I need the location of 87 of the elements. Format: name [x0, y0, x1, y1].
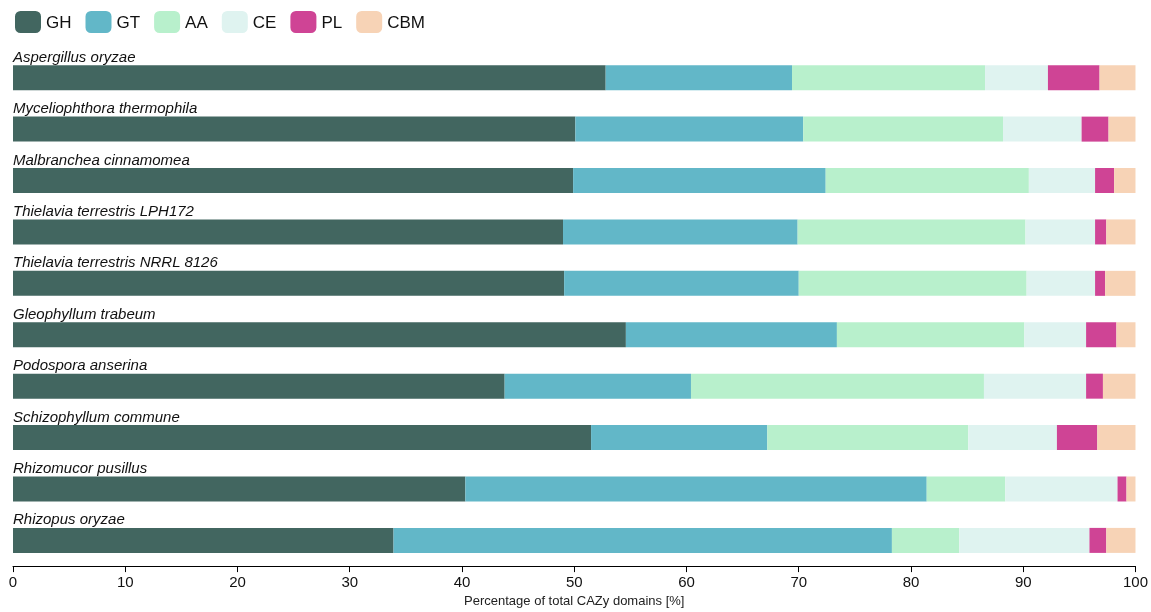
- bar: [1081, 116, 1109, 142]
- bar: [13, 476, 466, 502]
- y-tick-label: Rhizomucor pusillus: [13, 458, 148, 476]
- bar: [836, 322, 1025, 348]
- bar: [504, 373, 691, 399]
- bar: [563, 219, 798, 245]
- bar: [575, 116, 804, 142]
- bar: [1056, 425, 1098, 451]
- y-tick-label: Myceliophthora thermophila: [13, 99, 198, 117]
- bar: [1086, 373, 1103, 399]
- bar: [13, 527, 394, 553]
- bar: [983, 373, 1087, 399]
- legend-label: PL: [321, 12, 343, 32]
- bar: [13, 425, 592, 451]
- bar: [968, 425, 1057, 451]
- bar: [798, 270, 1027, 296]
- bar: [803, 116, 1004, 142]
- bar: [1106, 219, 1136, 245]
- bar: [1005, 476, 1118, 502]
- x-tick-label: 20: [229, 573, 246, 591]
- x-axis-title: Percentage of total CAZy domains [%]: [464, 593, 685, 608]
- bar: [1025, 219, 1096, 245]
- bar: [767, 425, 969, 451]
- bar: [1047, 65, 1100, 91]
- bar: [591, 425, 768, 451]
- bar: [1086, 322, 1117, 348]
- x-tick-label: 90: [1014, 573, 1032, 591]
- bar: [1095, 270, 1106, 296]
- bar: [792, 65, 986, 91]
- bar: [1089, 527, 1107, 553]
- bar: [1105, 270, 1136, 296]
- bar: [985, 65, 1048, 91]
- y-tick-label: Thielavia terrestris NRRL 8126: [13, 253, 219, 271]
- bar: [393, 527, 892, 553]
- legend-label: GT: [116, 12, 141, 32]
- bar: [465, 476, 927, 502]
- bar: [13, 168, 574, 194]
- y-tick-label: Podospora anserina: [13, 356, 148, 374]
- bar: [564, 270, 799, 296]
- bar: [13, 322, 626, 348]
- bar: [926, 476, 1006, 502]
- bar: [1106, 527, 1136, 553]
- bar: [605, 65, 793, 91]
- x-tick-label: 80: [902, 573, 920, 591]
- legend-label: CE: [252, 12, 277, 32]
- bar: [1116, 322, 1136, 348]
- bar: [13, 65, 606, 91]
- bar: [1026, 270, 1096, 296]
- bar: [1114, 168, 1136, 194]
- bar: [1102, 373, 1136, 399]
- x-tick-label: 40: [453, 573, 471, 591]
- bar: [1108, 116, 1136, 142]
- bar: [1024, 322, 1087, 348]
- bar: [891, 527, 960, 553]
- bar: [1095, 168, 1115, 194]
- bar: [1003, 116, 1082, 142]
- x-tick-label: 60: [678, 573, 695, 591]
- y-tick-label: Gleophyllum trabeum: [13, 304, 156, 322]
- bar: [1028, 168, 1096, 194]
- y-tick-label: Malbranchea cinnamomea: [13, 150, 190, 168]
- bar: [13, 219, 564, 245]
- x-tick-label: 10: [116, 573, 134, 591]
- x-tick-label: 50: [565, 573, 583, 591]
- bar: [625, 322, 837, 348]
- y-tick-label: Schizophyllum commune: [13, 407, 180, 425]
- bar: [797, 219, 1026, 245]
- y-tick-label: Aspergillus oryzae: [12, 47, 136, 65]
- x-tick-label: 70: [790, 573, 808, 591]
- x-tick-label: 30: [341, 573, 359, 591]
- bar: [573, 168, 826, 194]
- legend-label: AA: [185, 12, 209, 32]
- y-tick-label: Thielavia terrestris LPH172: [13, 201, 195, 219]
- bar: [825, 168, 1029, 194]
- legend-label: GH: [46, 12, 72, 32]
- y-tick-label: Rhizopus oryzae: [13, 510, 125, 528]
- x-tick-label: 100: [1122, 573, 1148, 591]
- bar: [690, 373, 984, 399]
- legend-label: CBM: [387, 12, 425, 32]
- bar: [13, 373, 505, 399]
- bar: [1097, 425, 1136, 451]
- bar: [1099, 65, 1136, 91]
- x-tick-label: 0: [8, 573, 18, 591]
- bar: [1117, 476, 1127, 502]
- bar: [13, 116, 576, 142]
- bar: [1095, 219, 1107, 245]
- bar: [13, 270, 565, 296]
- bar: [959, 527, 1090, 553]
